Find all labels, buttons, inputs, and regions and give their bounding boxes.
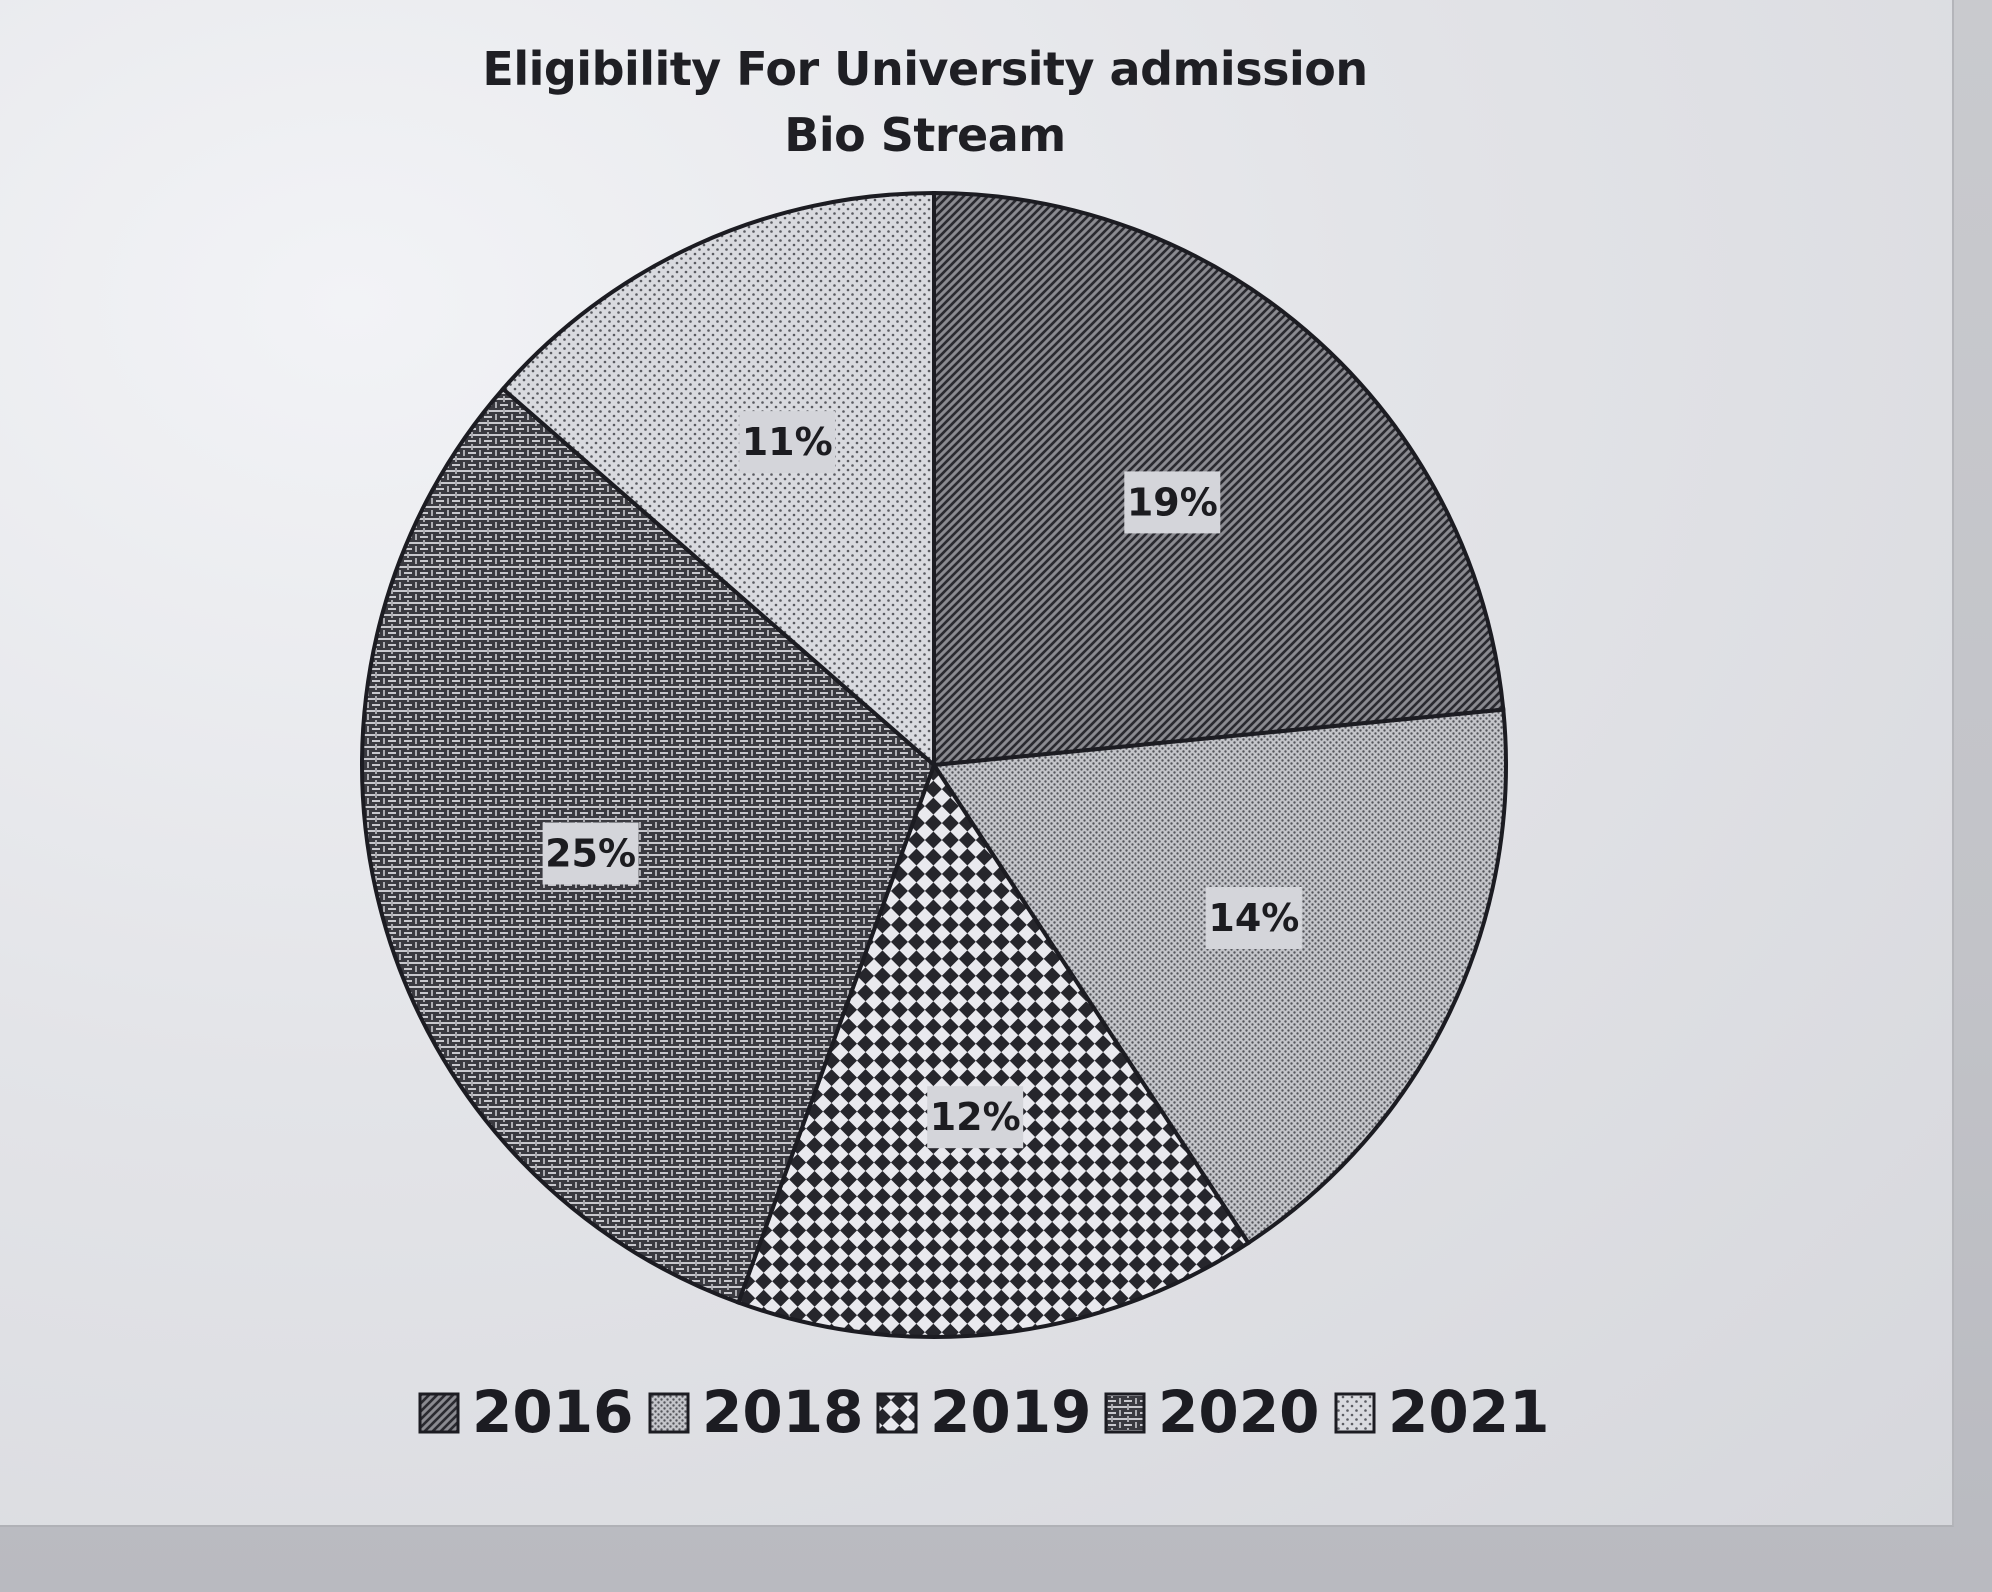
legend-item-2016: 2016 [418,1378,633,1446]
legend-swatch [876,1392,918,1434]
legend-label: 2016 [472,1378,633,1446]
legend: 2016 2018 2019 2020 2021 [418,1378,1549,1446]
legend-label: 2019 [930,1378,1091,1446]
data-label-2019: 12% [927,1086,1024,1149]
data-label-text: 25% [545,832,636,876]
chart-title: Eligibility For University admission [482,42,1368,96]
legend-item-2020: 2020 [1104,1378,1319,1446]
legend-label: 2020 [1158,1378,1319,1446]
legend-swatch [1334,1392,1376,1434]
legend-item-2019: 2019 [876,1378,1091,1446]
legend-swatch [1104,1392,1146,1434]
data-label-box [1205,887,1302,949]
data-label-box [927,1086,1024,1149]
pie-slice-2020 [360,386,937,1306]
legend-swatch [648,1392,690,1434]
legend-item-2018: 2018 [648,1378,863,1446]
data-label-2018: 14% [1205,887,1302,949]
legend-label: 2021 [1388,1378,1549,1446]
legend-label: 2018 [702,1378,863,1446]
pie-slice-2021 [500,190,936,770]
data-label-text: 14% [1208,896,1299,940]
legend-swatch [418,1392,460,1434]
chart-subtitle: Bio Stream [784,108,1066,162]
data-label-2016: 19% [1124,471,1221,534]
data-label-2021: 11% [739,411,836,474]
data-label-text: 19% [1127,480,1218,524]
data-label-box [739,411,836,474]
data-label-box [1124,471,1221,534]
pie-slice-2018 [930,707,1508,1246]
data-label-box [542,822,639,885]
pie-data-labels: 19% 14% 12% 25% 11% [542,411,1302,1149]
pie-slices [360,190,1508,1339]
legend-item-2021: 2021 [1334,1378,1549,1446]
pie-slice-2019 [735,760,1252,1339]
data-label-text: 11% [742,420,833,464]
data-label-2020: 25% [542,822,639,885]
data-label-text: 12% [930,1095,1021,1139]
